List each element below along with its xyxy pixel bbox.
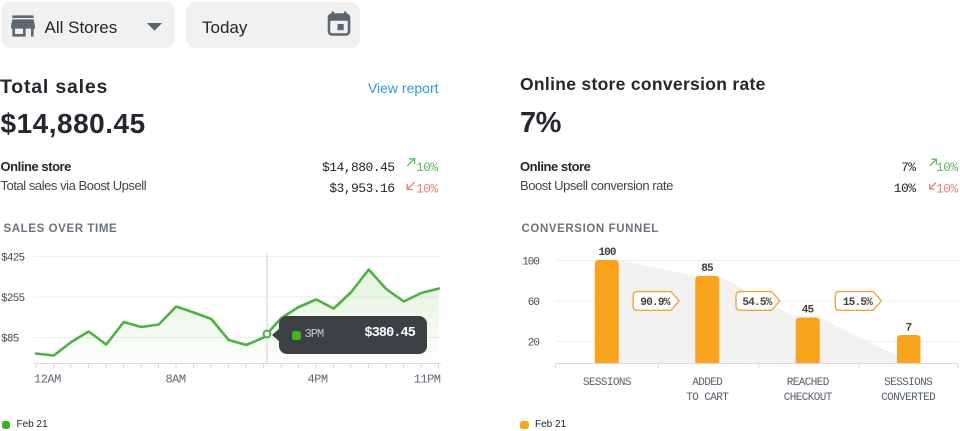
svg-text:CONVERTED: CONVERTED — [881, 392, 936, 404]
svg-text:$425: $425 — [1, 253, 25, 265]
svg-text:ADDED: ADDED — [692, 377, 723, 389]
svg-text:100: 100 — [522, 257, 539, 269]
svg-text:10%: 10% — [416, 160, 438, 175]
svg-text:SESSIONS: SESSIONS — [583, 377, 632, 389]
svg-text:8AM: 8AM — [165, 373, 185, 387]
svg-text:CHECKOUT: CHECKOUT — [784, 392, 833, 404]
svg-text:10%: 10% — [936, 182, 958, 197]
svg-text:SESSIONS: SESSIONS — [884, 377, 933, 389]
svg-text:$85: $85 — [1, 334, 19, 346]
svg-text:85: 85 — [701, 263, 714, 275]
svg-text:10%: 10% — [936, 160, 958, 175]
svg-text:60: 60 — [528, 297, 540, 309]
svg-text:15.5%: 15.5% — [843, 297, 873, 309]
svg-text:45: 45 — [802, 305, 815, 317]
svg-text:4PM: 4PM — [307, 373, 327, 387]
svg-text:11PM: 11PM — [414, 373, 441, 387]
svg-text:90.9%: 90.9% — [640, 297, 670, 309]
svg-text:TO CART: TO CART — [686, 392, 729, 404]
svg-text:$255: $255 — [1, 293, 25, 305]
svg-text:20: 20 — [528, 338, 540, 350]
svg-text:54.5%: 54.5% — [742, 297, 772, 309]
svg-text:100: 100 — [598, 247, 615, 259]
svg-text:12AM: 12AM — [34, 373, 61, 387]
svg-text:10%: 10% — [416, 182, 438, 197]
svg-text:REACHED: REACHED — [787, 377, 830, 389]
svg-text:7: 7 — [906, 323, 912, 335]
